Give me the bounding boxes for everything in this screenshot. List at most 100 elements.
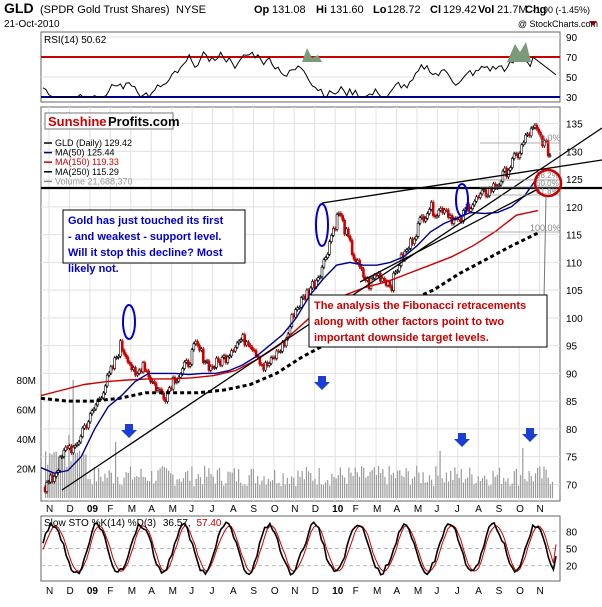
volume-bar <box>119 484 121 498</box>
candle-body <box>544 140 548 142</box>
candle-body <box>201 348 205 363</box>
candle-body <box>213 367 216 369</box>
candle-body <box>326 253 329 258</box>
volume-bar <box>138 477 140 498</box>
candle-body <box>113 357 117 369</box>
candle-body <box>431 201 435 216</box>
volume-bar <box>70 461 72 498</box>
volume-bar <box>229 471 231 498</box>
volume-bar <box>221 480 223 498</box>
volume-tick-label: 80M <box>17 376 36 387</box>
candle-body <box>339 213 343 216</box>
volume-bar <box>93 467 95 498</box>
volume-bar <box>276 483 278 498</box>
candle-body <box>230 350 233 357</box>
candle-body <box>203 361 207 364</box>
candle-body <box>382 277 386 281</box>
month-tick-label: J <box>434 586 439 597</box>
candle-body <box>235 342 239 348</box>
volume-bar <box>496 474 498 498</box>
candle-body <box>435 215 439 218</box>
rsi-frame <box>40 31 561 103</box>
volume-bar <box>218 467 221 498</box>
month-tick-label: N <box>291 504 298 515</box>
volume-bar <box>257 475 259 498</box>
price-tick-label: 130 <box>566 147 583 158</box>
volume-bar <box>392 472 395 498</box>
ma50-line <box>40 176 539 475</box>
candle-body <box>79 436 83 443</box>
lower-trendline <box>359 187 541 283</box>
volume-bar <box>297 470 299 498</box>
fib-callout-text: The analysis the Fibonacci retracements a… <box>314 300 526 344</box>
price-tick-label: 95 <box>566 342 578 353</box>
volume-bar <box>136 475 138 498</box>
volume-bar <box>354 467 356 498</box>
candle-body <box>288 326 292 335</box>
volume-bar <box>235 481 238 498</box>
volume-bar <box>112 483 115 498</box>
volume-bar <box>227 471 229 498</box>
month-tick-label: 10 <box>332 586 344 597</box>
volume-bar <box>475 482 477 498</box>
price-panel: 0.0% 38.2% 50.0% 61.8% 100.0% Sunshine P… <box>17 106 602 502</box>
volume-bar <box>106 477 108 498</box>
volume-bar <box>543 466 545 498</box>
price-tick-label: 135 <box>566 120 583 131</box>
volume-bar <box>530 476 532 498</box>
volume-bar <box>206 476 208 498</box>
volume-bar <box>81 458 83 498</box>
volume-bar <box>246 485 248 498</box>
month-axis-bottom: N D 09 F M A M J J A S O N D 10 F M A M J J A S O N <box>46 586 544 597</box>
month-tick-label: 09 <box>87 586 99 597</box>
volume-bar <box>373 467 375 498</box>
volume-bar <box>407 471 409 498</box>
volume-bar <box>305 466 308 498</box>
volume-bar <box>242 485 244 498</box>
top-marker-ellipse-2 <box>315 203 329 247</box>
month-tick-label: M <box>169 504 177 515</box>
month-tick-label: J <box>189 586 194 597</box>
ma250-line <box>40 231 539 403</box>
volume-bar <box>278 482 280 498</box>
candle-body <box>64 446 68 451</box>
candle-body <box>239 339 243 342</box>
volume-bar <box>384 477 386 498</box>
month-tick-label: S <box>496 504 503 515</box>
candle-body <box>220 356 224 366</box>
volume-bar <box>401 475 403 498</box>
month-tick-label: O <box>271 504 279 515</box>
candle-body <box>407 248 410 250</box>
candle-body <box>154 383 158 392</box>
sto-panel: Slow STO %K(14) %D(3) 36.57, 57.40 80 50 2… <box>40 515 578 582</box>
volume-bar <box>420 483 422 498</box>
volume-bar <box>471 474 473 498</box>
rsi-panel: RSI(14) 50.62 90 70 50 30 <box>40 31 578 104</box>
month-tick-label: D <box>66 504 73 515</box>
volume-bar <box>492 470 494 498</box>
month-tick-label: A <box>148 586 155 597</box>
volume-bar <box>127 472 129 498</box>
candle-body <box>296 307 299 310</box>
volume-bar <box>375 474 378 498</box>
volume-bar <box>254 483 257 498</box>
volume-bar <box>367 475 369 498</box>
month-tick-label: M <box>128 586 136 597</box>
volume-bar <box>346 483 348 498</box>
candle-body <box>192 343 196 351</box>
candle-body <box>360 266 363 270</box>
volume-bar <box>452 479 454 498</box>
candle-body <box>234 346 237 352</box>
candle-body <box>437 209 441 217</box>
month-tick-label: J <box>189 504 194 515</box>
volume-bar <box>488 485 490 498</box>
candle-body <box>341 215 345 221</box>
volume-bar <box>144 477 146 498</box>
volume-value: 21.7M <box>497 4 528 16</box>
candle-body <box>509 167 512 171</box>
volume-bar <box>331 473 333 498</box>
volume-bar <box>486 479 488 498</box>
volume-bar <box>411 478 414 498</box>
